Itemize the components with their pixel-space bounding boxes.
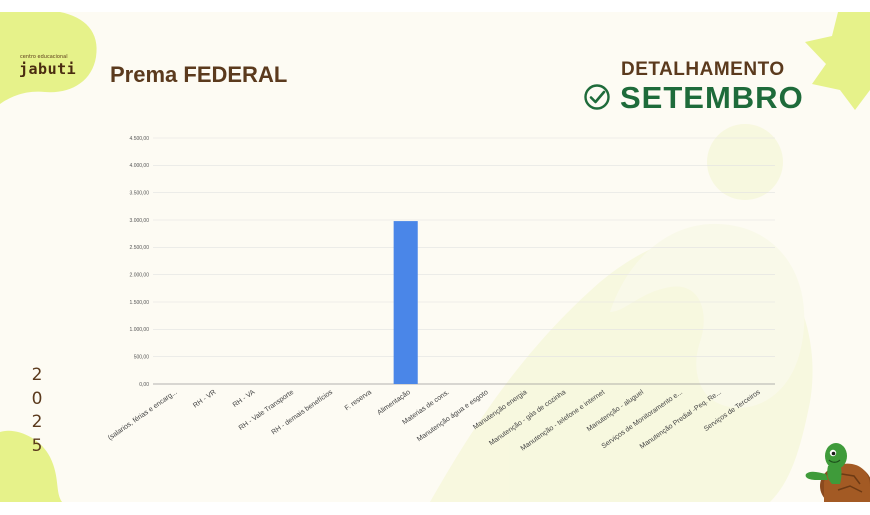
turtle-mascot bbox=[805, 443, 870, 502]
y-tick-label: 4.000,00 bbox=[130, 163, 150, 169]
check-circle-icon bbox=[584, 84, 610, 110]
x-tick-label: Alimentação bbox=[376, 389, 412, 417]
y-tick-label: 500,00 bbox=[134, 354, 150, 360]
y-tick-label: 2.500,00 bbox=[130, 245, 150, 251]
y-tick-label: 1.500,00 bbox=[130, 300, 150, 306]
x-tick-label: Manutenção Predial -Peq. Re... bbox=[639, 389, 723, 451]
y-tick-label: 3.000,00 bbox=[130, 218, 150, 224]
x-tick-label: Manutenção - telefone e internet bbox=[520, 389, 607, 453]
logo: jabuti bbox=[19, 60, 77, 78]
y-tick-label: 1.000,00 bbox=[130, 327, 150, 333]
y-tick-label: 3.500,00 bbox=[130, 190, 150, 196]
x-tick-label: RH - VR bbox=[192, 389, 217, 410]
top-left-blob bbox=[0, 12, 97, 104]
x-tick-label: Manutenção água e esgoto bbox=[416, 389, 490, 443]
top-right-leaf bbox=[805, 12, 870, 110]
year-digit: 2 bbox=[31, 412, 43, 432]
logo-caption: centro educacional bbox=[20, 54, 68, 60]
detail-label: DETALHAMENTO bbox=[621, 59, 785, 80]
y-tick-label: 4.500,00 bbox=[130, 136, 150, 142]
y-tick-label: 2.000,00 bbox=[130, 272, 150, 278]
x-tick-label: Serviços de Monitoramento e... bbox=[601, 389, 684, 450]
year-vertical: 2 0 2 5 bbox=[30, 364, 44, 458]
year-digit: 0 bbox=[31, 388, 43, 409]
x-tick-label: (salarios, férias e encarg... bbox=[107, 389, 179, 442]
x-tick-label: Manutenção - gás de cozinha bbox=[488, 389, 567, 447]
year-digit: 5 bbox=[31, 435, 43, 456]
bar-chart: 0,00 500,00 1.000,00 1.500,00 2.000,00 2.500,… bbox=[107, 136, 775, 453]
bar bbox=[393, 221, 418, 384]
page-title: Prema FEDERAL bbox=[110, 62, 288, 87]
x-tick-label: RH - VA bbox=[232, 389, 257, 409]
x-tick-label: F. reserva bbox=[344, 389, 373, 412]
slide: centro educacional jabuti Prema FEDERAL … bbox=[0, 12, 870, 502]
bottom-left-blob bbox=[0, 430, 62, 502]
y-tick-label: 0,00 bbox=[139, 382, 149, 388]
month-label: SETEMBRO bbox=[620, 80, 804, 115]
year-digit: 2 bbox=[31, 365, 43, 385]
